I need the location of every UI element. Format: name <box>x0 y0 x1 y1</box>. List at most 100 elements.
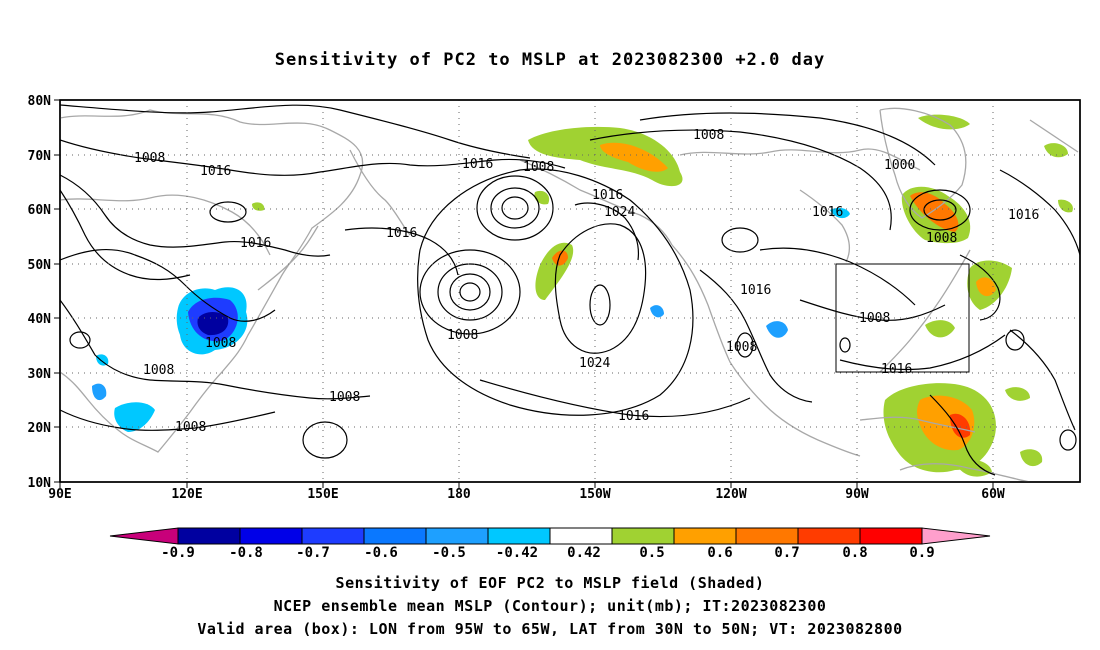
colorbar-label: -0.7 <box>296 545 330 561</box>
shade-negative-small-1 <box>96 354 109 366</box>
colorbar-segment <box>177 527 241 545</box>
valid-area-box <box>835 263 970 373</box>
contour-label: 1016 <box>592 188 623 203</box>
contour-label: 1008 <box>143 363 174 378</box>
contour-1 <box>60 139 566 176</box>
contour-15 <box>839 334 1006 371</box>
x-tick-label: 180 <box>447 487 471 502</box>
shade-negative-sc <box>114 402 155 432</box>
contour-small-8 <box>736 332 754 358</box>
colorbar-segment <box>425 527 489 545</box>
coast-greenland <box>879 107 967 219</box>
contour-label: 1008 <box>175 420 206 435</box>
colorbar-segments <box>177 527 923 545</box>
contour-9 <box>479 379 751 418</box>
x-tick-label: 150W <box>579 487 610 502</box>
contour-small-high <box>589 284 611 326</box>
contour-low-6 <box>490 187 540 229</box>
shade-positive-caribbean-core2 <box>950 413 971 438</box>
contour-label: 1016 <box>881 362 912 377</box>
x-tick-label: 120E <box>171 487 202 502</box>
shade-negative-bay <box>92 383 107 401</box>
y-tick-label: 70N <box>28 149 52 164</box>
sensitivity-map: 1008 1016 1016 1016 1016 1008 1016 1024 … <box>28 94 1081 561</box>
chart-title: Sensitivity of PC2 to MSLP at 2023082300… <box>274 50 826 70</box>
gridlines <box>60 100 1080 482</box>
contour-low-5 <box>476 175 554 241</box>
colorbar-segment <box>797 527 861 545</box>
shade-negative-na-1 <box>766 321 788 338</box>
colorbar-label: -0.8 <box>229 545 263 561</box>
colorbar-segment <box>549 527 613 545</box>
shade-positive-caribbean-s <box>955 459 992 477</box>
colorbar: -0.9 -0.8 -0.7 -0.6 -0.5 -0.42 0.42 0.5 … <box>109 527 991 561</box>
contour-low-3 <box>449 273 491 311</box>
x-axis-labels: 90E 120E 150E 180 150W 120W 90W 60W <box>48 487 1005 502</box>
mslp-contours <box>60 104 1080 476</box>
colorbar-label: 0.7 <box>774 545 799 561</box>
y-tick-label: 60N <box>28 203 52 218</box>
contour-11 <box>639 112 936 166</box>
contour-label: 1008 <box>134 151 165 166</box>
colorbar-low-triangle <box>109 527 179 545</box>
colorbar-high-triangle <box>921 527 991 545</box>
contour-1024-b <box>574 202 640 261</box>
x-tick-label: 60W <box>981 487 1005 502</box>
map-border <box>59 99 1081 483</box>
contour-small-1 <box>302 421 348 459</box>
colorbar-segment <box>859 527 923 545</box>
shade-positive-pacific-core <box>552 250 568 266</box>
contour-small-5 <box>1005 329 1025 351</box>
contour-16 <box>959 254 1001 321</box>
contour-2 <box>60 104 531 159</box>
contour-label: 1016 <box>812 205 843 220</box>
contour-label: 1016 <box>618 409 649 424</box>
coastlines <box>60 107 1079 482</box>
contour-6 <box>60 299 371 400</box>
coast-europe <box>1029 119 1079 153</box>
coast-kamchatka <box>349 149 411 236</box>
contour-small-7 <box>69 331 91 349</box>
colorbar-label: -0.9 <box>161 545 195 561</box>
contour-small-2 <box>209 201 247 223</box>
shade-positive-arctic <box>528 126 683 187</box>
colorbar-segment <box>301 527 365 545</box>
colorbar-label: 0.8 <box>842 545 867 561</box>
contour-19 <box>1009 329 1076 431</box>
coast-asia-interior <box>60 194 271 256</box>
contour-18 <box>929 394 996 476</box>
coast-hudson <box>799 189 851 263</box>
coast-caribbean <box>859 416 976 433</box>
y-tick-label: 80N <box>28 94 52 109</box>
axis-ticks <box>54 99 994 488</box>
contour-label: 1008 <box>726 340 757 355</box>
caption-valid-area: Valid area (box): LON from 95W to 65W, L… <box>197 620 903 638</box>
y-tick-label: 10N <box>28 476 52 491</box>
contour-atl-low-2 <box>923 199 957 221</box>
coast-asia-north <box>60 109 364 453</box>
contour-label: 1008 <box>523 160 554 175</box>
colorbar-label: -0.42 <box>496 545 538 561</box>
y-tick-label: 30N <box>28 367 52 382</box>
coast-na-east <box>879 249 971 373</box>
y-tick-label: 40N <box>28 312 52 327</box>
contour-low-4 <box>459 282 481 302</box>
contour-17 <box>999 169 1080 256</box>
colorbar-label: 0.42 <box>567 545 601 561</box>
contour-small-6 <box>839 337 851 353</box>
contour-label: 1024 <box>604 205 635 220</box>
contour-label: 1016 <box>462 157 493 172</box>
colorbar-segment <box>487 527 551 545</box>
contour-label: 1008 <box>859 311 890 326</box>
contour-low-1 <box>419 249 521 335</box>
colorbar-label: 0.6 <box>707 545 732 561</box>
contour-label: 1024 <box>579 356 610 371</box>
contour-high-1024-a <box>554 223 647 354</box>
y-tick-label: 50N <box>28 258 52 273</box>
colorbar-label: 0.5 <box>639 545 664 561</box>
contour-label: 1008 <box>693 128 724 143</box>
coast-japan <box>257 225 319 291</box>
colorbar-labels: -0.9 -0.8 -0.7 -0.6 -0.5 -0.42 0.42 0.5 … <box>161 545 935 561</box>
contour-small-3 <box>721 227 759 253</box>
contour-atl-low-1 <box>909 189 971 231</box>
